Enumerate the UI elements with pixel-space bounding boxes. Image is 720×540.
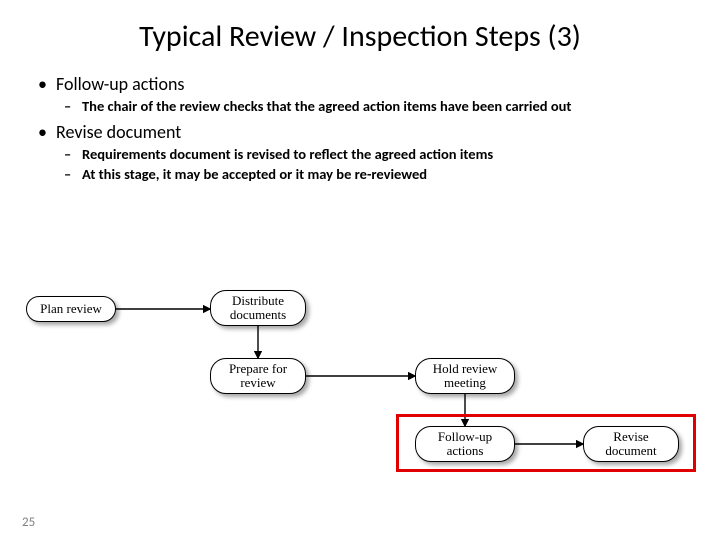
highlight-rectangle: [396, 414, 696, 472]
node-prepare-review: Prepare for review: [210, 358, 306, 394]
node-meeting-label: Hold review meeting: [424, 362, 506, 389]
bullet-followup: Follow-up actions The chair of the revie…: [56, 73, 692, 115]
bullet-revise-sub2: At this stage, it may be accepted or it …: [82, 165, 692, 183]
node-plan-review: Plan review: [26, 296, 116, 322]
bullet-revise: Revise document Requirements document is…: [56, 121, 692, 183]
flowchart: Plan review Distribute documents Prepare…: [20, 290, 700, 490]
node-plan-review-label: Plan review: [40, 302, 102, 316]
node-distribute-label: Distribute documents: [219, 294, 297, 321]
bullet-followup-sub1: The chair of the review checks that the …: [82, 97, 692, 115]
bullet-revise-sub1: Requirements document is revised to refl…: [82, 145, 692, 163]
bullet-revise-label: Revise document: [56, 121, 181, 143]
node-distribute-documents: Distribute documents: [210, 290, 306, 326]
page-number: 25: [22, 515, 35, 530]
bullet-followup-label: Follow-up actions: [56, 73, 184, 95]
slide-title: Typical Review / Inspection Steps (3): [28, 18, 692, 55]
node-prepare-label: Prepare for review: [219, 362, 297, 389]
node-hold-meeting: Hold review meeting: [415, 358, 515, 394]
bullet-list: Follow-up actions The chair of the revie…: [28, 73, 692, 183]
